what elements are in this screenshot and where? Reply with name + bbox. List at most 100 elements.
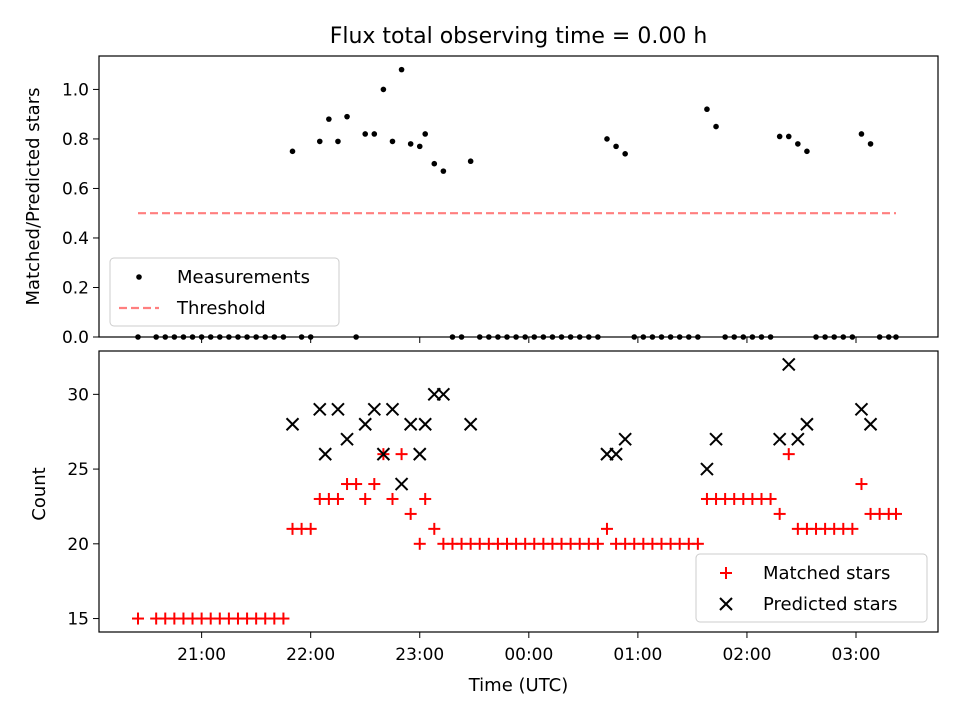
measurement-point [467,158,474,165]
predicted-star-point [709,432,723,446]
measurement-point [431,160,438,167]
x-tick-label: 03:00 [832,645,881,665]
matched-star-point [591,537,604,550]
measurement-point [326,116,332,122]
bottom-legend: Matched stars Predicted stars [695,553,928,623]
measurement-point [362,131,369,137]
matched-star-point [132,612,144,625]
legend-marker-matched-stars [720,567,732,579]
predicted-star-point [285,417,300,431]
bottom-plot-area [132,357,902,625]
measurement-point [335,138,341,145]
matched-star-point [350,478,363,491]
x-tick-label: 02:00 [722,645,771,665]
x-tick-label: 21:00 [177,645,226,665]
matched-star-point [304,522,317,535]
top-y-axis-label: Matched/Predicted stars [23,88,44,306]
measurement-point [858,131,865,137]
predicted-star-point [331,402,345,416]
matched-star-point [691,537,704,550]
measurement-point [344,113,350,120]
predicted-star-point [436,387,451,402]
predicted-star-point [394,477,409,491]
matched-star-point [890,507,902,520]
predicted-star-point [418,417,432,431]
predicted-star-point [854,402,869,416]
matched-star-point [428,522,441,535]
measurement-point [416,143,423,150]
measurement-point [704,106,710,113]
legend-marker-predicted-stars [719,597,733,611]
predicted-star-point [403,417,418,431]
predicted-star-point [618,432,632,446]
measurement-point [776,133,783,140]
measurement-point [407,141,414,147]
top-legend: Measurements Threshold [109,257,340,327]
measurement-point [380,86,387,93]
top-y-tick-label: 1.0 [62,80,89,100]
bottom-y-tick-label: 25 [67,460,89,480]
predicted-star-point [863,417,878,431]
predicted-star-point [772,432,787,446]
top-y-tick-label: 0.2 [62,278,89,298]
matched-star-point [331,492,344,505]
predicted-star-point [413,447,427,461]
bottom-y-tick-label: 30 [67,385,89,405]
predicted-star-point [358,417,372,431]
matched-star-point [846,522,859,535]
measurement-point [422,131,429,137]
legend-label-matched-stars: Matched stars [763,563,890,584]
x-tick-label: 00:00 [504,645,553,665]
measurement-point [604,136,610,142]
predicted-star-point [340,432,354,446]
top-axes: 0.0 0.2 0.4 0.6 0.8 1.0 [62,80,857,348]
predicted-star-point [376,447,391,461]
matched-star-point [773,507,786,520]
measurement-point [713,123,719,130]
top-y-tick-label: 0.8 [62,130,89,150]
predicted-star-point [782,357,796,372]
measurement-point [613,143,619,150]
x-tick-label: 23:00 [395,645,444,665]
measurement-point [804,148,810,155]
x-axis-label: Time (UTC) [468,675,569,696]
top-y-tick-label: 0.6 [62,179,89,199]
measurement-point [622,150,628,157]
measurement-point [867,141,874,147]
bottom-axes-frame [98,350,939,633]
matched-star-point [277,612,290,625]
bottom-axes: 15 20 25 30 21:00 22:00 23:00 00:00 01:00 02:00 03… [67,385,880,665]
top-y-tick-label: 0.0 [62,328,89,348]
measurement-point [795,141,801,147]
predicted-star-point [800,417,814,431]
predicted-star-point [791,432,805,446]
bottom-y-axis-label: Count [29,467,50,520]
matched-star-point [404,507,417,520]
matched-star-point [782,448,795,461]
measurement-point [389,138,396,145]
legend-label-measurements: Measurements [177,267,310,288]
matched-star-point [600,522,613,535]
top-axes-frame [98,55,939,338]
legend-label-threshold: Threshold [176,298,266,319]
measurement-point [316,138,323,145]
legend-label-predicted-stars: Predicted stars [763,594,897,615]
matched-star-point [368,478,381,491]
chart-title: Flux total observing time = 0.00 h [330,24,708,49]
predicted-star-point [463,417,478,431]
predicted-star-point [385,402,400,416]
measurement-point [371,131,378,137]
matched-star-point [419,492,432,505]
matched-star-point [359,492,372,505]
matched-star-point [386,492,399,505]
matched-star-point [764,492,777,505]
top-y-tick-label: 0.4 [62,229,89,249]
predicted-star-point [313,402,327,416]
measurement-point [289,148,296,155]
matched-star-point [413,537,426,550]
measurement-point [398,66,405,73]
predicted-star-point [318,447,332,461]
predicted-star-point [609,447,623,461]
x-tick-label: 22:00 [286,645,335,665]
